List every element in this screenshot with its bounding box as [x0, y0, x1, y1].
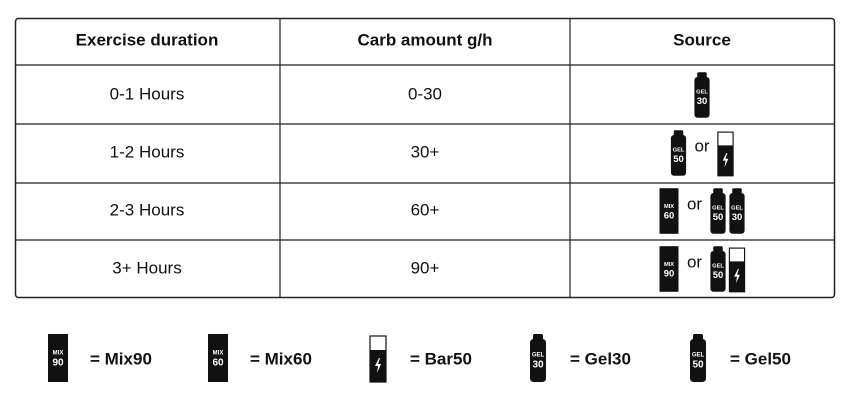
- body: [48, 334, 68, 382]
- icon-brand: MIX: [53, 351, 64, 357]
- icon-number: 30: [732, 212, 743, 223]
- bar-icon: [369, 335, 387, 383]
- body: [530, 339, 546, 382]
- body: [670, 134, 687, 176]
- carbs-cell: 30+: [411, 142, 440, 161]
- icon-brand: GEL: [731, 206, 743, 212]
- icon-number: 90: [664, 268, 675, 279]
- cap: [693, 334, 703, 340]
- body: [694, 76, 710, 118]
- icon-brand: GEL: [673, 148, 685, 154]
- icon-brand: GEL: [532, 353, 545, 359]
- icon-brand: MIX: [664, 204, 674, 210]
- cap: [732, 188, 742, 194]
- legend-label: = Bar50: [410, 349, 472, 368]
- column-header: Carb amount g/h: [357, 30, 492, 49]
- icon-number: 60: [664, 210, 675, 221]
- icon-brand: GEL: [712, 206, 724, 212]
- cap: [713, 246, 723, 252]
- cap: [533, 334, 543, 340]
- body: [208, 334, 228, 382]
- icon-number: 90: [52, 358, 64, 369]
- icon-number: 50: [673, 154, 684, 165]
- or-separator: or: [687, 194, 702, 213]
- duration-cell: 3+ Hours: [112, 258, 181, 277]
- column-header: Exercise duration: [76, 30, 219, 49]
- legend-label: = Mix60: [250, 349, 312, 368]
- carbs-cell: 90+: [411, 258, 440, 277]
- icon-brand: GEL: [696, 90, 708, 96]
- legend-label: = Gel50: [730, 349, 791, 368]
- bolt: [375, 358, 381, 373]
- bar-icon: [717, 131, 734, 177]
- or-separator: or: [694, 136, 709, 155]
- bolt: [734, 269, 740, 284]
- body: [659, 246, 679, 292]
- icon-number: 50: [692, 360, 704, 371]
- bolt: [722, 153, 729, 168]
- icon-brand: GEL: [692, 353, 705, 359]
- legend-label: = Gel30: [570, 349, 631, 368]
- duration-cell: 2-3 Hours: [110, 200, 185, 219]
- body: [690, 339, 706, 382]
- carbs-cell: 60+: [411, 200, 440, 219]
- icon-number: 30: [532, 360, 544, 371]
- body: [659, 188, 679, 234]
- icon-brand: MIX: [664, 262, 674, 268]
- body: [710, 192, 726, 234]
- column-header: Source: [673, 30, 731, 49]
- icon-number: 60: [212, 358, 224, 369]
- cap: [673, 130, 684, 136]
- body: [729, 192, 745, 234]
- icon-number: 50: [713, 212, 724, 223]
- cap: [713, 188, 723, 194]
- duration-cell: 0-1 Hours: [110, 84, 185, 103]
- icon-number: 50: [713, 270, 724, 281]
- table-grid: [15, 18, 835, 298]
- or-separator: or: [687, 252, 702, 271]
- bar-icon: [728, 247, 746, 293]
- table-border: [14, 17, 836, 299]
- cap: [697, 72, 707, 78]
- body: [710, 250, 726, 292]
- carbs-cell: 0-30: [408, 84, 442, 103]
- legend-label: = Mix90: [90, 349, 152, 368]
- icon-brand: MIX: [213, 351, 224, 357]
- icon-number: 30: [697, 96, 708, 107]
- duration-cell: 1-2 Hours: [110, 142, 185, 161]
- icon-brand: GEL: [712, 264, 724, 270]
